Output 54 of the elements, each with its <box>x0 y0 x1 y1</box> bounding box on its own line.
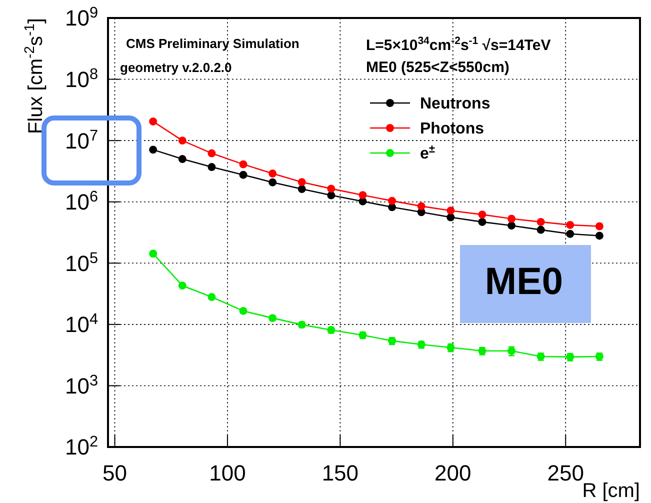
point <box>595 232 604 240</box>
y-tick-label: 10$^{5}$ <box>64 249 98 276</box>
y-tick-label: 10$^{3}$ <box>64 372 98 398</box>
x-axis-title: R [cm] <box>582 480 640 502</box>
point <box>508 222 516 230</box>
annotation: L=5×10$^{34}$cm$^{-2}$s$^{-1}$ √s=14TeV <box>366 35 551 54</box>
point <box>358 191 367 200</box>
point <box>239 306 248 315</box>
y-tick-label: 10$^{2}$ <box>64 433 98 460</box>
point <box>178 155 186 163</box>
point <box>208 163 216 172</box>
point <box>239 160 248 168</box>
point <box>508 214 516 223</box>
point <box>446 213 455 222</box>
point <box>208 149 216 158</box>
legend-label: e$^{±}$ <box>420 144 436 163</box>
point <box>208 293 216 302</box>
point <box>566 220 574 229</box>
point <box>478 210 486 219</box>
y-tick-label: 10$^{6}$ <box>64 188 98 215</box>
point <box>149 117 158 126</box>
y-tick-label: 10$^{4}$ <box>64 310 98 338</box>
point <box>149 250 158 258</box>
y-tick-label: 10$^{8}$ <box>64 65 98 92</box>
point <box>178 136 186 145</box>
annotation: ME0 (525<Z<550cm) <box>366 59 510 76</box>
point <box>327 184 336 193</box>
point <box>566 230 574 238</box>
y-tick-label: 10$^{9}$ <box>64 4 98 31</box>
annotation: CMS Preliminary Simulation <box>126 36 300 51</box>
point <box>536 218 545 226</box>
point <box>595 222 604 230</box>
point <box>149 146 158 154</box>
legend-label: Photons <box>420 120 484 138</box>
y-tick-label: 10$^{7}$ <box>64 126 98 154</box>
point <box>417 202 426 210</box>
x-tick-label: 100 <box>209 460 246 486</box>
point <box>478 218 486 226</box>
point <box>268 170 277 178</box>
point <box>178 282 186 290</box>
point <box>388 196 396 205</box>
point <box>298 185 306 193</box>
point <box>239 170 248 179</box>
annotation: geometry v.2.0.2.0 <box>120 60 232 75</box>
x-tick-label: 250 <box>547 460 584 486</box>
point <box>536 226 545 234</box>
x-tick-label: 150 <box>322 460 359 486</box>
point <box>298 178 306 186</box>
x-tick-label: 200 <box>434 460 472 486</box>
legend-label: Neutrons <box>420 96 490 113</box>
point <box>446 206 455 215</box>
point <box>268 178 277 186</box>
annotation: ME0 <box>484 261 564 303</box>
x-tick-label: 50 <box>102 460 128 486</box>
